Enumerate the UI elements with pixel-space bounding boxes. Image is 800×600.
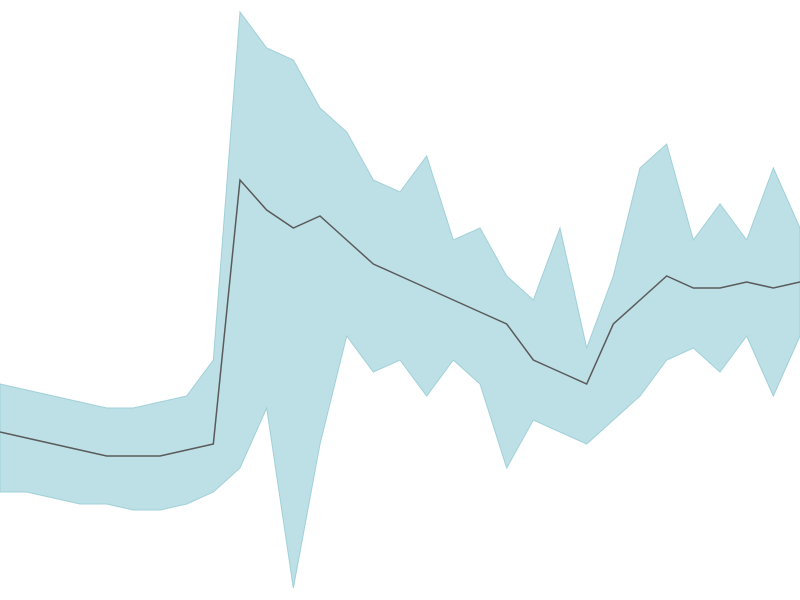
confidence-band-area [0, 12, 800, 588]
confidence-band-chart [0, 0, 800, 600]
